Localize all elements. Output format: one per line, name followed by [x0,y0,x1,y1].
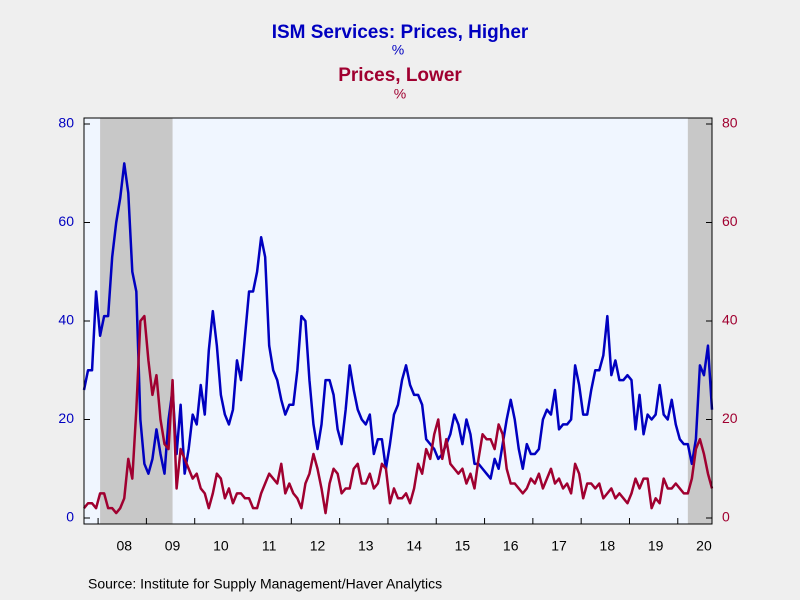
x-tick-label: 16 [503,538,519,554]
x-tick-label: 19 [648,538,664,554]
series-line [82,162,714,480]
y-tick-label: 0 [66,509,74,525]
title-series-1: ISM Services: Prices, Higher [272,22,529,43]
y-tick-label: 80 [58,115,74,131]
title-units-2: % [394,86,406,102]
title-series-2: Prices, Lower [338,65,462,86]
y2-tick-label: 0 [722,509,730,525]
x-tick-label: 14 [406,538,422,554]
x-tick-label: 10 [213,538,229,554]
x-tick-label: 15 [455,538,471,554]
y-tick-label: 60 [58,213,74,229]
x-tick-label: 13 [358,538,374,554]
y2-tick-label: 80 [722,115,738,131]
y-tick-label: 40 [58,312,74,328]
title-units-1: % [392,42,404,58]
axes: 0 20 40 60 80 0 20 40 60 80 08 09 10 11 12 13 14 15 16 17 18… [58,115,737,554]
x-tick-label: 12 [310,538,326,554]
y2-tick-label: 60 [722,213,738,229]
series-line [83,314,714,515]
lines [82,162,714,515]
x-tick-label: 20 [696,538,712,554]
plot-frame [83,117,713,525]
x-tick-label: 08 [116,538,132,554]
y-tick-label: 20 [58,410,74,426]
x-tick-label: 11 [262,538,277,554]
x-tick-label: 18 [600,538,616,554]
x-tick-label: 09 [165,538,181,554]
y2-tick-label: 20 [722,410,738,426]
x-tick-label: 17 [551,538,567,554]
source: Source: Institute for Supply Management/… [88,576,442,592]
y2-tick-label: 40 [722,312,738,328]
